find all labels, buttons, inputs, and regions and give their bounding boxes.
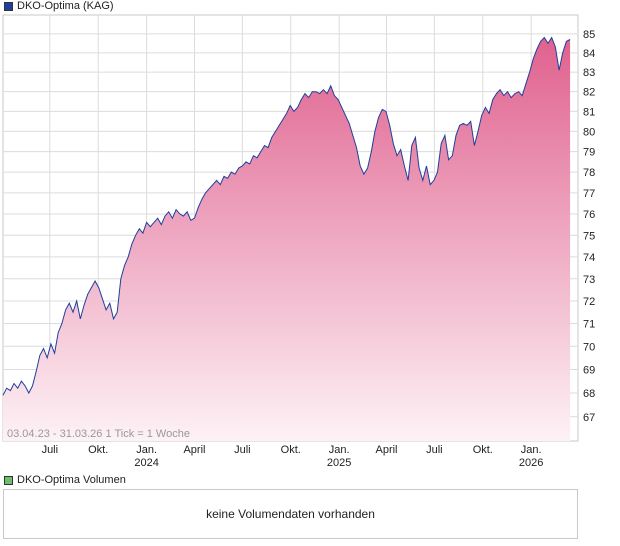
y-tick-label: 69: [583, 364, 595, 376]
y-tick-label: 80: [583, 126, 595, 138]
price-legend-label: DKO-Optima (KAG): [17, 0, 114, 12]
volume-legend: DKO-Optima Volumen: [4, 474, 126, 486]
x-tick-label: Okt.: [88, 444, 108, 456]
volume-legend-label: DKO-Optima Volumen: [17, 474, 126, 486]
x-tick-label: Juli: [426, 444, 443, 456]
y-tick-label: 81: [583, 106, 595, 118]
x-tick-label: April: [376, 444, 398, 456]
x-tick-year-label: 2024: [134, 457, 158, 469]
x-tick-label: April: [183, 444, 205, 456]
x-tick-label: Juli: [42, 444, 59, 456]
price-legend-swatch: [4, 1, 13, 11]
y-tick-label: 75: [583, 230, 595, 242]
x-tick-year-label: 2025: [327, 457, 351, 469]
price-legend: DKO-Optima (KAG): [4, 0, 114, 12]
y-tick-label: 84: [583, 48, 595, 60]
volume-panel: keine Volumendaten vorhanden: [3, 489, 578, 539]
series-area: [3, 37, 571, 441]
y-tick-label: 76: [583, 209, 595, 221]
y-tick-label: 79: [583, 147, 595, 159]
y-tick-label: 83: [583, 67, 595, 79]
x-tick-year-label: 2026: [519, 457, 543, 469]
x-tick-label: Juli: [234, 444, 251, 456]
series-line: [2, 36, 571, 396]
x-tick-label: Jan.: [521, 444, 542, 456]
volume-empty-message: keine Volumendaten vorhanden: [206, 507, 375, 521]
y-tick-label: 67: [583, 412, 595, 424]
price-chart: 67 68 69 70 71 72 73 74 75 76 77 78 79 80 81 82 83 84 85 Ju…: [2, 14, 595, 469]
x-tick-label: Okt.: [473, 444, 493, 456]
range-label: 03.04.23 - 31.03.26 1 Tick = 1 Woche: [7, 428, 190, 440]
y-tick-label: 82: [583, 87, 595, 99]
y-tick-label: 72: [583, 296, 595, 308]
y-tick-label: 71: [583, 318, 595, 330]
y-tick-label: 73: [583, 274, 595, 286]
y-tick-label: 74: [583, 252, 595, 264]
y-tick-label: 70: [583, 341, 595, 353]
x-tick-label: Okt.: [281, 444, 301, 456]
y-tick-label: 77: [583, 188, 595, 200]
x-tick-label: Jan.: [136, 444, 157, 456]
x-tick-label: Jan.: [329, 444, 350, 456]
y-tick-label: 85: [583, 29, 595, 41]
volume-legend-swatch: [4, 475, 13, 485]
y-tick-label: 68: [583, 388, 595, 400]
y-tick-label: 78: [583, 167, 595, 179]
